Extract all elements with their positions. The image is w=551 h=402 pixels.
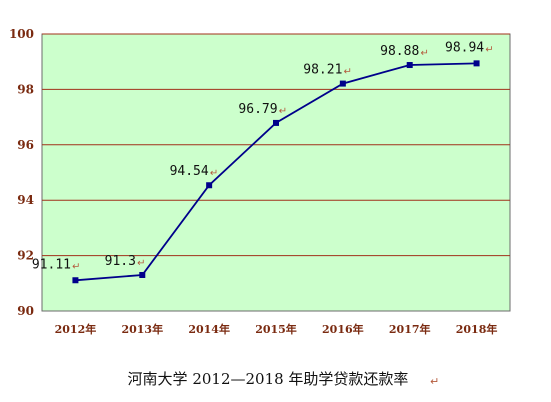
y-tick-label: 92: [17, 249, 34, 263]
y-tick-label: 96: [17, 138, 34, 152]
data-label: 96.79: [238, 102, 277, 117]
x-axis-ticks: 2012年 2013年 2014年 2015年 2016年 2017年 2018年: [55, 322, 498, 336]
data-point: [339, 80, 346, 87]
paragraph-mark-icon: ↵: [137, 258, 145, 269]
data-point: [72, 277, 79, 284]
y-axis-ticks: 90 92 94 96 98 100: [9, 27, 34, 318]
gridlines: [42, 33, 510, 257]
data-point: [473, 60, 480, 67]
paragraph-mark-icon: ↵: [420, 48, 428, 59]
paragraph-mark-icon: ↵: [279, 106, 287, 117]
x-tick-label: 2015年: [255, 322, 297, 336]
data-label: 91.11: [32, 257, 71, 272]
data-label: 98.21: [303, 63, 342, 78]
y-tick-label: 100: [9, 27, 34, 41]
x-tick-label: 2012年: [55, 322, 97, 336]
paragraph-mark-icon: ↵: [210, 168, 218, 179]
plot-area: [41, 33, 511, 312]
data-label: 98.94: [445, 40, 484, 55]
data-point: [139, 271, 146, 278]
y-tick-label: 94: [17, 193, 34, 207]
x-tick-label: 2018年: [456, 322, 498, 336]
x-tick-label: 2013年: [121, 322, 163, 336]
chart-title: 河南大学 2012—2018 年助学贷款还款率: [128, 370, 409, 388]
data-label: 91.3: [105, 254, 136, 269]
x-tick-label: 2017年: [389, 322, 431, 336]
paragraph-mark-icon: ↵: [485, 44, 493, 55]
y-tick-label: 98: [17, 82, 34, 96]
paragraph-mark-icon: ↵: [430, 375, 439, 388]
x-tick-label: 2016年: [322, 322, 364, 336]
paragraph-mark-icon: ↵: [344, 67, 352, 78]
x-tick-label: 2014年: [188, 322, 230, 336]
data-point: [273, 119, 279, 126]
data-point: [406, 62, 413, 69]
data-labels: 91.11 ↵ 91.3 ↵94.54 ↵96.79 ↵98.21 ↵98.88 ↵ 98.94…: [32, 40, 494, 272]
y-tick-label: 90: [17, 304, 34, 318]
series-line-group: [72, 60, 480, 284]
data-point: [206, 182, 213, 189]
paragraph-mark-icon: ↵: [72, 261, 80, 272]
data-label: 98.88: [380, 44, 419, 59]
data-label: 94.54: [170, 164, 209, 179]
